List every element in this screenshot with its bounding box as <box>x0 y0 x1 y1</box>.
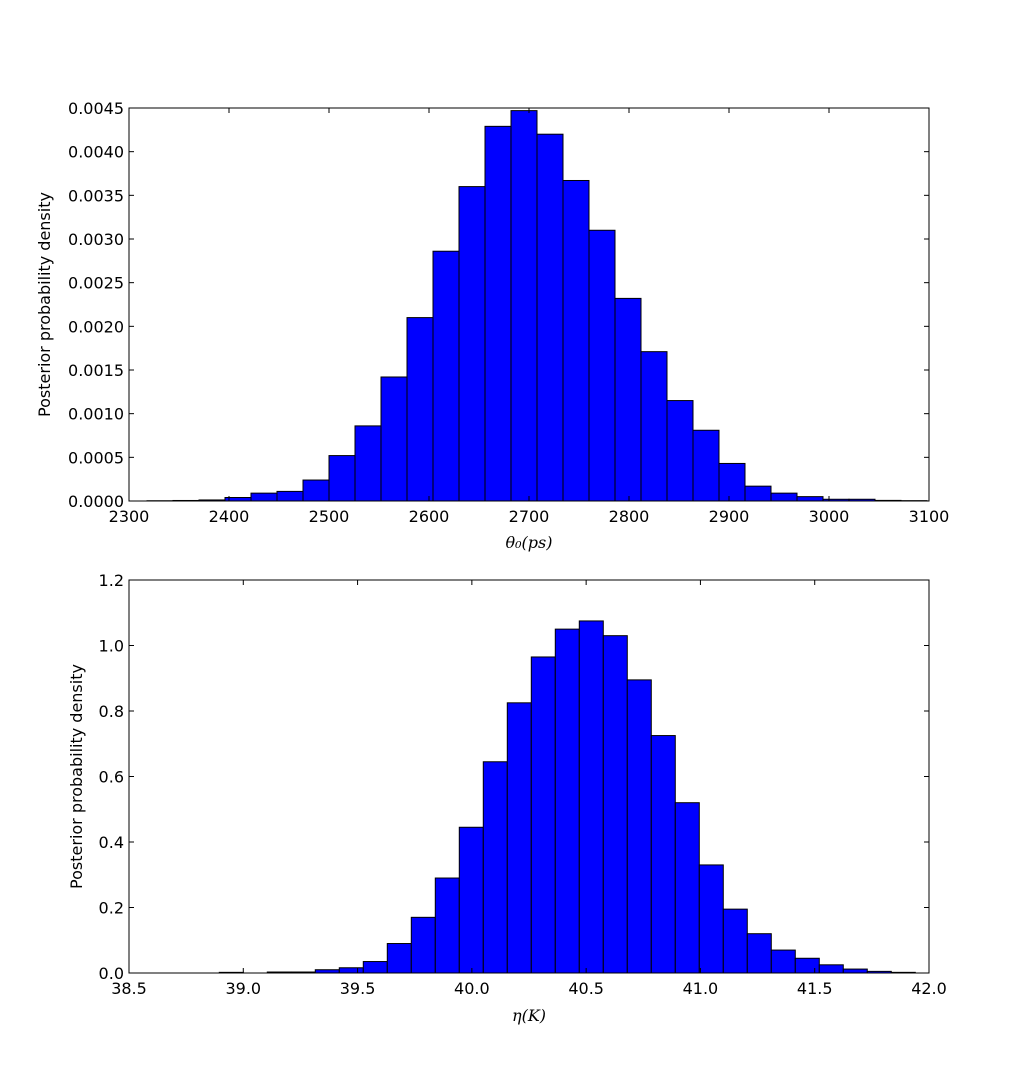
histogram-bar <box>276 490 304 502</box>
histogram-bar <box>562 179 590 502</box>
histogram-bar <box>626 679 652 974</box>
histogram-bar <box>406 317 434 502</box>
histogram-bar <box>482 761 508 974</box>
x-tick-label: 3100 <box>909 507 950 526</box>
histogram-bar <box>770 492 798 502</box>
histogram-bar <box>250 492 278 502</box>
histogram-bar <box>794 957 820 974</box>
histogram-bar <box>674 802 700 974</box>
histogram-bar <box>554 628 580 974</box>
chart-theta: 2300 2400 2500 2600 2700 2800 2900 3000 31000.00… <box>35 99 949 552</box>
x-axis-label: η(K) <box>512 1006 546 1025</box>
histogram-bar <box>458 826 484 974</box>
histogram-bar <box>410 916 436 974</box>
x-tick-label: 40.0 <box>454 979 490 998</box>
x-tick-label: 41.5 <box>797 979 833 998</box>
x-tick-label: 38.5 <box>111 979 147 998</box>
histogram-bar <box>818 964 844 974</box>
y-tick-label: 0.0010 <box>68 405 124 424</box>
y-tick-label: 0.8 <box>99 702 124 721</box>
y-tick-label: 0.2 <box>99 899 124 918</box>
y-tick-label: 0.0045 <box>68 99 124 118</box>
histogram-bars <box>146 110 928 502</box>
y-tick-label: 0.0 <box>99 964 124 983</box>
x-tick-label: 2600 <box>409 507 450 526</box>
histogram-bar <box>666 400 694 502</box>
x-axis: 2300 2400 2500 2600 2700 2800 2900 3000 3100 <box>109 108 950 526</box>
x-tick-label: 2300 <box>109 507 150 526</box>
histogram-bar <box>588 229 616 502</box>
histogram-bar <box>698 864 724 974</box>
y-axis-label: Posterior probability density <box>35 192 54 417</box>
histogram-bar <box>602 635 628 974</box>
x-tick-label: 2900 <box>709 507 750 526</box>
histogram-bar <box>842 968 868 974</box>
histogram-bar <box>484 125 512 502</box>
histogram-bar <box>692 429 720 502</box>
histogram-bar <box>386 943 412 974</box>
x-axis-label: θ₀(ps) <box>506 533 553 552</box>
histogram-bar <box>530 656 556 974</box>
y-axis: 0.0000 0.0005 0.0010 0.0015 0.0020 0.0025 0.00… <box>68 99 929 511</box>
y-tick-label: 0.6 <box>99 768 124 787</box>
histogram-bar <box>458 186 486 502</box>
x-tick-label: 2500 <box>309 507 350 526</box>
histogram-bar <box>434 877 460 974</box>
histogram-bar <box>362 961 388 974</box>
x-tick-label: 3000 <box>809 507 850 526</box>
histogram-bar <box>796 496 824 502</box>
histogram-bar <box>650 735 676 974</box>
y-tick-label: 0.0020 <box>68 317 124 336</box>
histogram-bar <box>302 479 330 502</box>
x-tick-label: 39.0 <box>225 979 261 998</box>
histogram-bar <box>432 250 460 502</box>
histogram-bar <box>770 949 796 974</box>
y-tick-label: 1.2 <box>99 571 124 590</box>
histogram-bar <box>640 351 668 502</box>
y-tick-label: 1.0 <box>99 637 124 656</box>
histogram-bar <box>338 967 364 974</box>
x-tick-label: 2800 <box>609 507 650 526</box>
histogram-bar <box>578 620 604 974</box>
y-tick-label: 0.0005 <box>68 448 124 467</box>
histogram-bar <box>614 297 642 502</box>
y-tick-label: 0.0000 <box>68 492 124 511</box>
x-axis: 38.5 39.0 39.5 40.0 40.5 41.0 41.5 42.0 <box>111 580 947 998</box>
histogram-bar <box>744 485 772 502</box>
y-tick-label: 0.0025 <box>68 274 124 293</box>
y-axis-label: Posterior probability density <box>67 664 86 889</box>
histogram-bar <box>718 462 746 502</box>
y-axis: 0.0 0.2 0.4 0.6 0.8 1.0 1.2 <box>99 571 929 983</box>
y-tick-label: 0.0040 <box>68 143 124 162</box>
histogram-bar <box>746 933 772 974</box>
histogram-bars <box>218 620 916 974</box>
histogram-bar <box>354 425 382 502</box>
x-tick-label: 42.0 <box>911 979 947 998</box>
y-tick-label: 0.0030 <box>68 230 124 249</box>
x-tick-label: 41.0 <box>683 979 719 998</box>
x-tick-label: 39.5 <box>340 979 376 998</box>
x-tick-label: 2400 <box>209 507 250 526</box>
y-tick-label: 0.0015 <box>68 361 124 380</box>
histogram-bar <box>722 908 748 974</box>
histogram-bar <box>328 455 356 502</box>
histogram-bar <box>506 702 532 974</box>
histogram-bar <box>380 376 408 502</box>
chart-eta: 38.5 39.0 39.5 40.0 40.5 41.0 41.5 42.00.00.20.… <box>67 571 947 1025</box>
x-tick-label: 40.5 <box>568 979 604 998</box>
y-tick-label: 0.0035 <box>68 186 124 205</box>
y-tick-label: 0.4 <box>99 833 124 852</box>
histogram-bar <box>536 133 564 502</box>
histogram-bar <box>510 110 538 502</box>
x-tick-label: 2700 <box>509 507 550 526</box>
